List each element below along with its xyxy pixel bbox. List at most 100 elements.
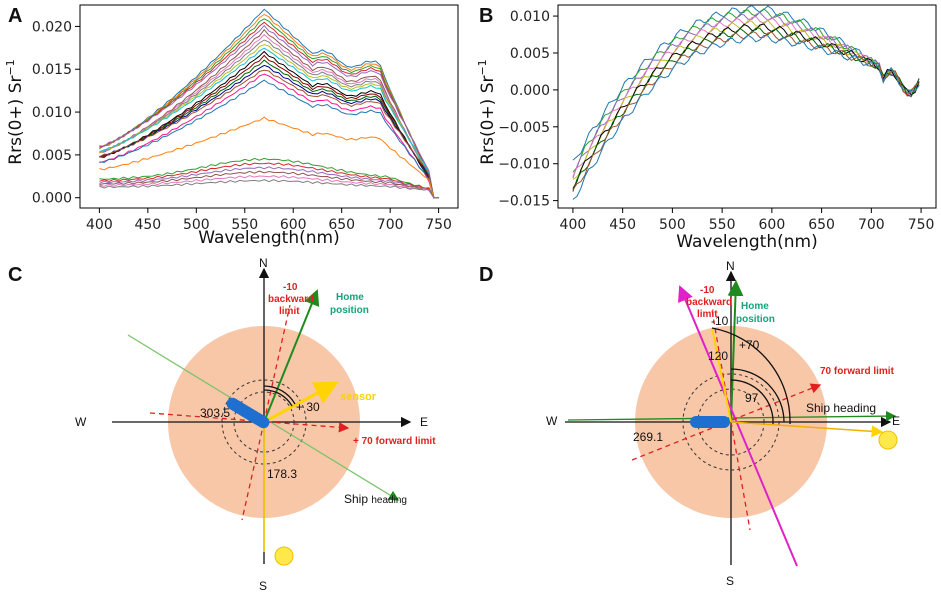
chart-a-xtick-label: 400 [86, 217, 113, 233]
chart-a-yticks: 0.000 0.005 0.010 0.015 0.020 [32, 19, 80, 207]
chart-b-frame [557, 4, 937, 209]
chart-a-ytick-label: 0.005 [32, 148, 72, 164]
diagram-c-angle-arc-30 [263, 389, 293, 407]
chart-b-ylabel-sup: −1 [476, 59, 489, 75]
chart-b-series-line [572, 34, 920, 200]
chart-a-series-line [99, 18, 439, 199]
chart-a-series-line [99, 21, 439, 199]
diagram-d-magenta-line [678, 285, 798, 567]
chart-a-series-line [99, 175, 439, 199]
chart-b-yticks: −0.015 −0.010 −0.005 0.000 0.005 0.010 [498, 9, 558, 210]
chart-b-series-line [572, 16, 920, 177]
diagram-d-backward-1: -10 [700, 285, 715, 296]
diagram-d-angle-120: 120 [708, 349, 728, 363]
chart-a-series-line [99, 170, 439, 199]
chart-a-frame [79, 4, 459, 209]
diagram-c-backward-limit-line [263, 304, 291, 423]
diagram-d-west: W [546, 414, 558, 428]
chart-b-ylabel-group: Rrs(0+) Sr−1 [476, 59, 498, 164]
chart-a-series-line [99, 116, 439, 199]
chart-a-series-line [99, 13, 439, 199]
diagram-c-backward-limit-ext [241, 421, 265, 521]
chart-a-series-line [99, 8, 439, 199]
panel-letter-a: A [8, 5, 22, 27]
chart-a-series-line [99, 39, 439, 199]
chart-a-series-line [99, 47, 439, 199]
chart-a-ylabel-group: Rrs(0+) Sr−1 [4, 59, 26, 164]
diagram-c-backward-1: -10 [283, 282, 298, 293]
diagram-c-east: E [420, 415, 428, 429]
diagram-c-sun-icon [274, 546, 294, 566]
chart-a-series-line [99, 44, 439, 199]
chart-a-xtick-label: 500 [183, 217, 210, 233]
diagram-c-backward-2: backward [268, 294, 314, 305]
chart-a-ylabel-text: Rrs(0+) Sr [6, 76, 26, 165]
chart-b-ytick-label: 0.000 [510, 83, 550, 99]
chart-a-ytick-label: 0.000 [32, 191, 72, 207]
diagram-c-west: W [75, 415, 87, 429]
chart-a-series-line [99, 73, 439, 199]
diagram-d-angle-269: 269.1 [633, 430, 663, 444]
chart-a-xtick-label: 650 [328, 217, 355, 233]
chart-a-ytick-label: 0.015 [32, 62, 72, 78]
chart-a-series-line [99, 69, 439, 199]
panel-letter-d: D [479, 264, 493, 286]
diagram-c-sensor-label: sensor [340, 391, 377, 403]
diagram-d-angle-97: 97 [745, 391, 759, 405]
chart-b-series-line [572, 30, 920, 191]
diagram-c-ship-heading-small: heading [371, 495, 407, 506]
chart-a-series-group [99, 8, 439, 199]
chart-a-series-line [99, 24, 439, 199]
chart-b-series-line [572, 19, 920, 180]
diagram-c-ship [226, 397, 270, 429]
diagram-d-backward-limit-ext [730, 421, 751, 531]
chart-b-ytick-label: −0.010 [498, 157, 550, 173]
diagram-c-home-2: position [330, 305, 369, 316]
diagram-c-south: S [259, 579, 267, 592]
chart-b-xtick-label: 600 [759, 217, 786, 233]
diagram-c-inner-circle [233, 391, 295, 453]
chart-a-series-line [99, 59, 439, 199]
chart-b-ylabel-text: Rrs(0+) Sr [478, 76, 498, 165]
diagram-d-home-1: Home [741, 301, 769, 312]
chart-b-xtick-label: 500 [659, 217, 686, 233]
diagram-c-outer-circle [221, 379, 307, 465]
chart-a-xtick-label: 450 [134, 217, 161, 233]
chart-b-ytick-label: −0.005 [498, 120, 550, 136]
diagram-d-south: S [726, 574, 734, 588]
chart-a-series-line [99, 166, 439, 199]
diagram-c-home-position-arrow [263, 289, 320, 423]
chart-a-xtick-label: 700 [377, 217, 404, 233]
chart-b-ylabel: Rrs(0+) Sr−1 [476, 59, 498, 164]
chart-b-series-line [572, 23, 920, 189]
chart-b-series-line [572, 11, 920, 179]
diagram-c-ship-heading: Ship heading [344, 492, 407, 506]
chart-a-series-line [99, 34, 439, 199]
diagram-d-angle-arc-70 [730, 368, 785, 423]
chart-a-ylabel: Rrs(0+) Sr−1 [4, 59, 26, 164]
diagram-d-angle-minus10: -10 [711, 314, 729, 328]
diagram-d-backward-3: limit [697, 309, 718, 320]
diagram-d: N S E W -10 backward limit Home position… [546, 259, 900, 588]
diagram-c-forward-limit: + 70 forward limit [353, 436, 436, 447]
diagram-d-backward-2: backward [686, 297, 732, 308]
diagram-d-east: E [892, 414, 900, 428]
diagram-c-backward-3: limit [279, 306, 300, 317]
diagram-d-angle-arc-120 [711, 327, 791, 425]
diagram-c-north: N [259, 256, 268, 270]
diagram-d-forward-limit: 70 forward limit [820, 366, 895, 377]
chart-a: 400 450 500 550 600 650 700 750 0.000 0.005 0.010… [4, 4, 459, 248]
chart-a-ylabel-sup: −1 [4, 59, 17, 75]
chart-a-xticks: 400 450 500 550 600 650 700 750 [86, 208, 452, 233]
diagram-c-angle-arc-30b [263, 385, 296, 405]
diagram-d-sun-line [730, 421, 884, 438]
chart-a-series-line [99, 64, 439, 199]
chart-a-series-line [99, 162, 439, 199]
diagram-d-angle-70: +70 [739, 338, 760, 352]
panel-letter-b: B [479, 5, 493, 27]
diagram-d-sun-icon [878, 430, 898, 450]
chart-b-ytick-label: 0.005 [510, 46, 550, 62]
diagram-c-ship-heading-word: Ship [344, 492, 368, 506]
diagram-d-yellow-line-up [711, 327, 732, 423]
